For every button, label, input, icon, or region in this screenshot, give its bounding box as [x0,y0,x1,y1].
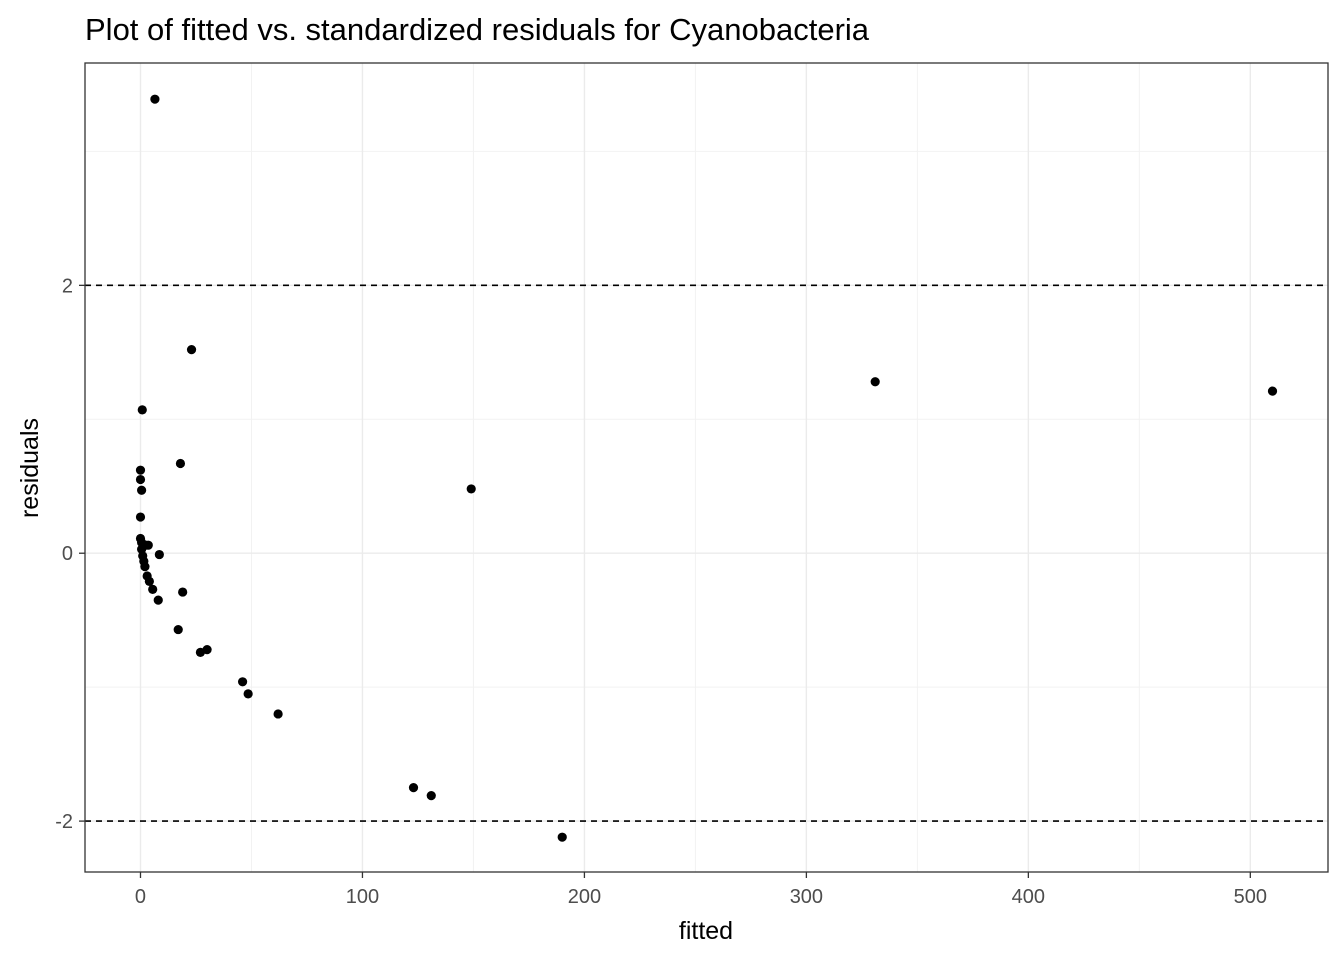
data-point [195,647,206,657]
data-point [466,484,476,494]
data-point [408,783,419,793]
data-point [186,345,197,355]
data-points [135,94,1278,842]
x-tick-label: 300 [790,886,823,908]
data-point [135,465,146,475]
data-point [135,512,146,522]
y-axis-title: residuals [16,418,44,518]
data-point [1267,386,1278,396]
data-point [557,832,567,842]
data-point [243,689,253,699]
data-point [870,377,880,387]
panel-border [84,62,1329,873]
data-point [140,562,150,572]
chart-title: Plot of fitted vs. standardized residual… [85,12,870,47]
data-point [143,540,153,550]
data-point [154,549,164,560]
reference-lines [85,284,1328,822]
data-point [426,791,436,801]
data-point [137,405,147,415]
y-tick-label: 2 [62,275,73,297]
axis-ticks: 0 100 200 300 400 500 -2 0 2 [55,275,1267,908]
data-point [173,624,183,635]
x-tick-label: 0 [135,886,146,908]
x-tick-label: 200 [568,886,601,908]
y-tick-label: 0 [62,543,73,565]
x-axis-title: fitted [679,917,733,945]
data-point [135,474,146,485]
data-point [144,576,154,586]
x-tick-label: 100 [346,886,379,908]
data-point [153,595,163,605]
x-tick-label: 400 [1012,886,1045,908]
data-point [175,458,186,469]
data-point [237,677,248,687]
data-point [273,709,283,719]
data-point [137,485,147,495]
data-point [150,94,160,104]
data-point [148,584,158,594]
data-point [178,587,188,597]
x-tick-label: 500 [1234,886,1267,908]
y-tick-label: -2 [55,811,73,833]
